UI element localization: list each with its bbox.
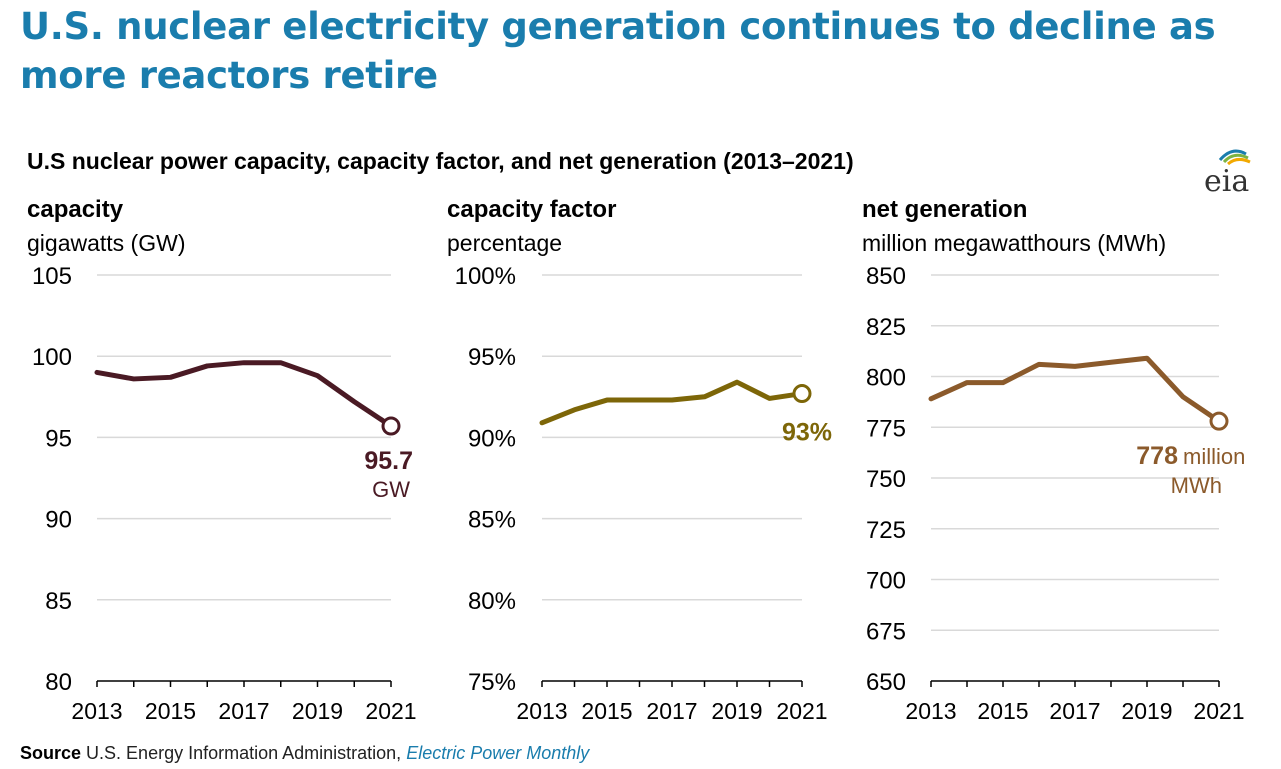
panel-2-y-tick-label: 100% <box>455 263 516 290</box>
panel-1-series-line <box>94 360 394 429</box>
logo-text: eia <box>1204 164 1249 196</box>
panel-3-y-tick-label: 775 <box>866 415 906 442</box>
panel-2-x-tick-label: 2017 <box>646 698 697 724</box>
chart-subtitle: U.S nuclear power capacity, capacity fac… <box>27 148 854 174</box>
panel-3-end-unit-label: million <box>1183 444 1245 469</box>
source-label: Source <box>20 743 82 763</box>
panel-2-end-value-label: 93% <box>782 419 832 447</box>
panel-1-y-tick-label: 105 <box>32 263 72 290</box>
panel-2-unit: percentage <box>447 230 563 256</box>
panel-3-y-tick-label: 700 <box>866 568 906 595</box>
panel-1-y-tick-label: 90 <box>45 507 72 534</box>
panel-3-unit: million megawatthours (MWh) <box>862 230 1167 256</box>
panel-3-y-tick-label: 675 <box>866 618 906 645</box>
panel-1-y-tick-label: 100 <box>32 344 72 371</box>
panel-2-x-tick-label: 2015 <box>581 698 632 724</box>
panel-3-title: net generation <box>862 196 1028 223</box>
panel-1-unit: gigawatts (GW) <box>27 230 186 256</box>
panel-2-title: capacity factor <box>447 196 617 223</box>
panel-1-y-tick-label: 85 <box>45 588 72 615</box>
panel-2-y-tick-label: 90% <box>468 425 516 452</box>
panel-3-series-line <box>928 355 1222 424</box>
source-text: U.S. Energy Information Administration, <box>86 743 402 763</box>
panel-3-y-tick-label: 800 <box>866 365 906 392</box>
headline: U.S. nuclear electricity generation cont… <box>20 5 1216 97</box>
panel-3-x-tick-label: 2013 <box>905 698 956 724</box>
panel-3-y-tick-label: 850 <box>866 263 906 290</box>
panel-1-y-tick-label: 80 <box>45 669 72 696</box>
panel-2-x-tick-label: 2013 <box>516 698 567 724</box>
panel-3-x-tick-label: 2021 <box>1193 698 1244 724</box>
panel-2-series-line <box>539 379 805 426</box>
source-publication-link[interactable]: Electric Power Monthly <box>406 743 590 763</box>
panel-3-y-tick-label: 825 <box>866 314 906 341</box>
panel-1-end-value-label: 95.7 <box>364 447 413 475</box>
panel-3-x-tick-label: 2015 <box>977 698 1028 724</box>
panel-3-end-marker <box>1209 411 1229 431</box>
panel-3-end-value-label: 778 <box>1136 442 1178 470</box>
panel-1-title: capacity <box>27 196 124 223</box>
panel-2-y-tick-label: 75% <box>468 669 516 696</box>
panel-3-y-tick-label: 725 <box>866 517 906 544</box>
panel-1-x-tick-label: 2015 <box>145 698 196 724</box>
panel-1-end-unit-label: GW <box>372 477 410 502</box>
panel-3-x-tick-label: 2017 <box>1049 698 1100 724</box>
panel-1-x-tick-label: 2013 <box>71 698 122 724</box>
source-line: Source U.S. Energy Information Administr… <box>20 743 589 764</box>
panel-2-y-tick-label: 85% <box>468 507 516 534</box>
panel-3-x-tick-label: 2019 <box>1121 698 1172 724</box>
panel-1-x-tick-label: 2021 <box>365 698 416 724</box>
panel-2-y-tick-label: 95% <box>468 344 516 371</box>
panel-3-y-tick-label: 650 <box>866 669 906 696</box>
panel-2-y-tick-label: 80% <box>468 588 516 615</box>
panel-1-x-tick-label: 2019 <box>292 698 343 724</box>
panel-2-end-marker <box>792 384 812 404</box>
panel-2-x-tick-label: 2019 <box>711 698 762 724</box>
panel-3-end-unit-label-2: MWh <box>1171 473 1222 498</box>
eia-logo: eia <box>1204 149 1251 196</box>
panel-1-end-marker <box>381 416 401 436</box>
panel-3-y-tick-label: 750 <box>866 466 906 493</box>
panel-1-x-tick-label: 2017 <box>218 698 269 724</box>
panel-1-y-tick-label: 95 <box>45 425 72 452</box>
panel-2-x-tick-label: 2021 <box>776 698 827 724</box>
